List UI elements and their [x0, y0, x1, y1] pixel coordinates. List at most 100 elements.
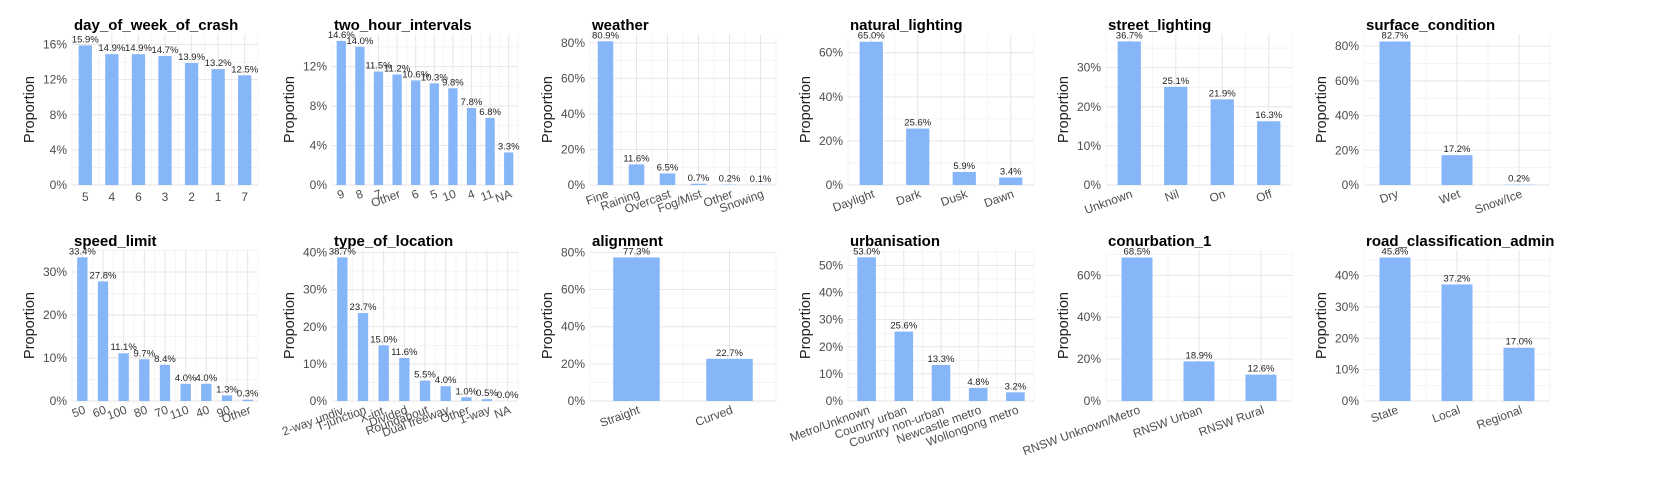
data-label: 1.3% — [216, 384, 238, 395]
bar — [77, 257, 88, 401]
chart-title: two_hour_intervals — [334, 17, 472, 34]
y-tick-label: 10% — [1335, 363, 1359, 377]
x-tick-label: RNSW Rural — [1197, 403, 1266, 440]
data-label: 0.3% — [237, 389, 259, 400]
bar — [1441, 284, 1473, 401]
y-tick-label: 0% — [50, 178, 68, 192]
bar — [906, 128, 930, 185]
y-tick-label: 20% — [561, 357, 585, 371]
chart-panel-two-hour-intervals: 0% 4% 8% 12% two_hour_intervals Proportion 14.… — [260, 0, 530, 230]
x-tick-label: 110 — [168, 403, 191, 423]
x-tick-label: 6 — [410, 187, 421, 203]
x-tick-label: 4 — [465, 187, 476, 203]
bar — [1257, 121, 1281, 185]
chart-panel-alignment: 0% 20% 40% 60% 80% alignment Proportion 77.3% St… — [518, 216, 788, 446]
bar — [706, 358, 753, 401]
y-tick-label: 10% — [303, 357, 327, 371]
bar-chart: 0% 20% 40% 60% 80% surface_condition Proportio… — [1314, 17, 1551, 217]
y-tick-label: 20% — [303, 320, 327, 334]
data-label: 25.6% — [890, 321, 917, 332]
data-label: 4.0% — [435, 375, 457, 386]
y-tick-label: 0% — [1342, 394, 1360, 408]
x-tick-label: 70 — [153, 403, 171, 421]
chart-title: natural_lighting — [850, 17, 963, 34]
bar — [952, 171, 976, 185]
y-tick-label: 0% — [568, 394, 586, 408]
bar — [78, 45, 92, 185]
bar — [158, 55, 172, 185]
x-tick-label: Nil — [1163, 187, 1181, 205]
y-tick-label: 12% — [303, 60, 327, 74]
y-tick-label: 60% — [561, 283, 585, 297]
data-label: 11.5% — [365, 61, 392, 72]
bar-chart: 0% 10% 20% 30% 40% 50% urbanisation Proportion 5… — [788, 233, 1035, 450]
bar — [159, 364, 171, 401]
x-tick-label: State — [1369, 403, 1400, 426]
data-label: 10.6% — [402, 69, 429, 80]
y-tick-label: 0% — [568, 178, 586, 192]
chart-title: urbanisation — [850, 233, 940, 250]
y-tick-label: 10% — [1077, 139, 1101, 153]
y-tick-label: 0% — [310, 178, 328, 192]
y-tick-label: 0% — [826, 394, 844, 408]
bar — [894, 331, 914, 401]
data-label: 9.7% — [134, 348, 156, 359]
x-tick-label: 5 — [82, 190, 89, 204]
bar — [211, 69, 225, 185]
bar — [1183, 361, 1215, 401]
y-tick-label: 30% — [303, 283, 327, 297]
y-tick-label: 30% — [1077, 61, 1101, 75]
data-label: 1.0% — [456, 386, 478, 397]
bar — [357, 313, 369, 401]
bar — [105, 54, 119, 185]
bar — [931, 364, 951, 401]
data-label: 14.9% — [98, 43, 125, 54]
bar — [440, 386, 451, 401]
data-label: 0.5% — [476, 388, 498, 399]
bar — [481, 399, 493, 401]
y-tick-label: 20% — [819, 340, 843, 354]
data-label: 7.8% — [461, 97, 483, 108]
x-tick-label: 90 — [215, 403, 233, 421]
bar — [613, 257, 660, 401]
y-tick-label: 0% — [826, 178, 844, 192]
x-tick-label: Local — [1430, 403, 1462, 426]
x-tick-label: Dry — [1378, 187, 1400, 207]
data-label: 77.3% — [623, 246, 650, 257]
chart-title: speed_limit — [74, 233, 157, 250]
data-label: 14.6% — [328, 30, 355, 41]
x-tick-label: 5 — [428, 187, 439, 203]
y-tick-label: 0% — [1084, 178, 1102, 192]
bar — [411, 80, 421, 185]
x-tick-label: RNSW Urban — [1131, 403, 1204, 441]
data-label: 3.4% — [1000, 167, 1022, 178]
y-tick-label: 80% — [1335, 39, 1359, 53]
x-tick-label: 4 — [109, 190, 116, 204]
bar — [336, 40, 346, 186]
chart-panel-weather: 0% 20% 40% 60% 80% weather Proportion 80.9% Fine… — [518, 0, 788, 230]
y-axis-label: Proportion — [22, 292, 38, 359]
bar — [180, 383, 191, 401]
bar — [485, 117, 495, 185]
x-tick-label: Curved — [693, 403, 734, 429]
chart-title: day_of_week_of_crash — [74, 17, 238, 34]
chart-title: alignment — [592, 233, 663, 250]
x-tick-label: Straight — [598, 402, 642, 430]
data-label: 13.3% — [928, 354, 955, 365]
data-label: 80.9% — [592, 30, 619, 41]
y-tick-label: 0% — [310, 394, 328, 408]
y-tick-label: 60% — [819, 46, 843, 60]
chart-panel-road-classification-admin: 0% 10% 20% 30% 40% road_classification_admin P… — [1292, 216, 1562, 446]
y-tick-label: 40% — [1335, 269, 1359, 283]
data-label: 18.9% — [1186, 350, 1213, 361]
x-tick-label: 50 — [70, 403, 88, 421]
data-label: 12.6% — [1248, 364, 1275, 375]
data-label: 38.7% — [329, 246, 356, 257]
chart-title: type_of_location — [334, 233, 453, 250]
y-axis-label: Proportion — [22, 76, 38, 143]
chart-panel-speed-limit: 0% 10% 20% 30% speed_limit Proportion 33.4% 50 2… — [0, 216, 270, 446]
bar-chart: 0% 10% 20% 30% 40% road_classification_admin P… — [1314, 233, 1554, 432]
bar — [597, 41, 614, 185]
chart-panel-street-lighting: 0% 10% 20% 30% street_lighting Proportion 36.7… — [1034, 0, 1304, 230]
data-label: 10.3% — [421, 72, 448, 83]
